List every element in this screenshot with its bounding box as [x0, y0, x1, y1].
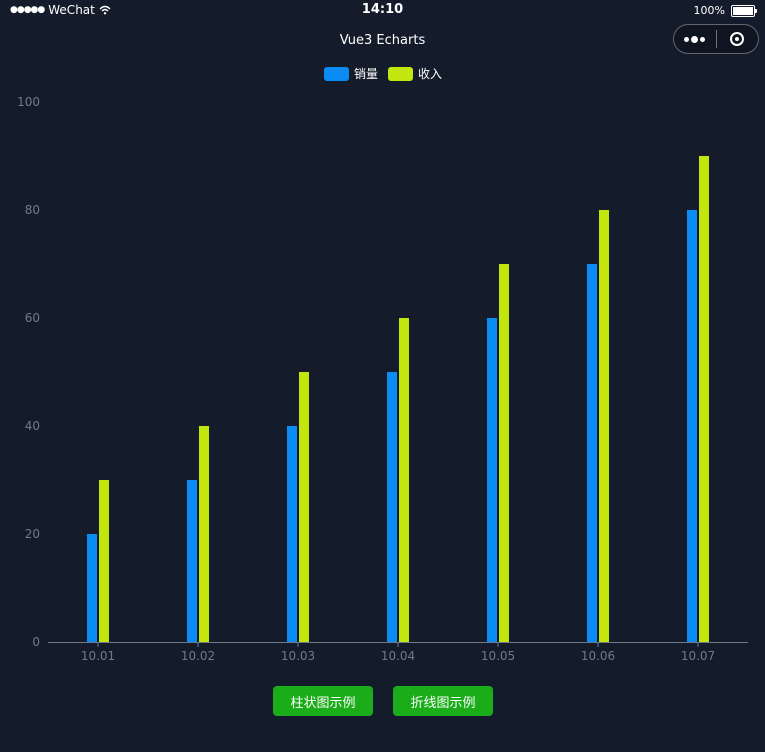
y-tick-label: 80 — [25, 203, 40, 217]
bar-income — [699, 156, 709, 642]
bar-sales — [287, 426, 297, 642]
y-tick-label: 100 — [17, 95, 40, 109]
bar-income — [499, 264, 509, 642]
y-tick-label: 20 — [25, 527, 40, 541]
x-tick-label: 10.06 — [581, 649, 615, 663]
bar-sales — [187, 480, 197, 642]
bar-sales — [487, 318, 497, 642]
x-tick-label: 10.02 — [181, 649, 215, 663]
battery-icon — [731, 4, 757, 17]
bar-income — [199, 426, 209, 642]
legend-label: 销量 — [354, 67, 378, 81]
legend-swatch — [388, 67, 413, 81]
status-right: 100% — [693, 4, 757, 17]
status-left: ●●●●● WeChat — [10, 3, 111, 17]
bar-sales — [387, 372, 397, 642]
bar-sales — [687, 210, 697, 642]
x-tick-label: 10.07 — [681, 649, 715, 663]
bar-chart: 销量 收入 0 20 40 60 80 100 10.01 10.02 10.03 10.04 10.0… — [17, 67, 748, 663]
y-tick-label: 60 — [25, 311, 40, 325]
x-tick-label: 10.01 — [81, 649, 115, 663]
bar-chart-example-button[interactable]: 柱状图示例 — [273, 686, 373, 716]
line-chart-example-button[interactable]: 折线图示例 — [393, 686, 493, 716]
bar-income — [99, 480, 109, 642]
miniprogram-capsule — [673, 24, 759, 54]
y-tick-label: 40 — [25, 419, 40, 433]
bar-sales — [587, 264, 597, 642]
battery-percent: 100% — [693, 4, 725, 17]
more-dots-icon[interactable] — [674, 25, 716, 53]
carrier-label: WeChat — [48, 3, 95, 17]
bar-income — [299, 372, 309, 642]
x-tick-label: 10.03 — [281, 649, 315, 663]
status-time: 14:10 — [361, 2, 404, 17]
status-bar: ●●●●● WeChat 14:10 100% — [0, 0, 765, 22]
capsule-divider — [715, 30, 717, 48]
legend-label: 收入 — [418, 67, 442, 81]
bar-sales — [87, 534, 97, 642]
target-circle-icon[interactable] — [716, 25, 758, 53]
legend-swatch — [324, 67, 349, 81]
x-tick-label: 10.05 — [481, 649, 515, 663]
wifi-icon — [99, 5, 111, 15]
bar-income — [599, 210, 609, 642]
y-tick-label: 0 — [32, 635, 40, 649]
page-title: Vue3 Echarts — [339, 33, 426, 48]
signal-icon: ●●●●● — [10, 5, 45, 15]
x-tick-label: 10.04 — [381, 649, 415, 663]
bar-income — [399, 318, 409, 642]
